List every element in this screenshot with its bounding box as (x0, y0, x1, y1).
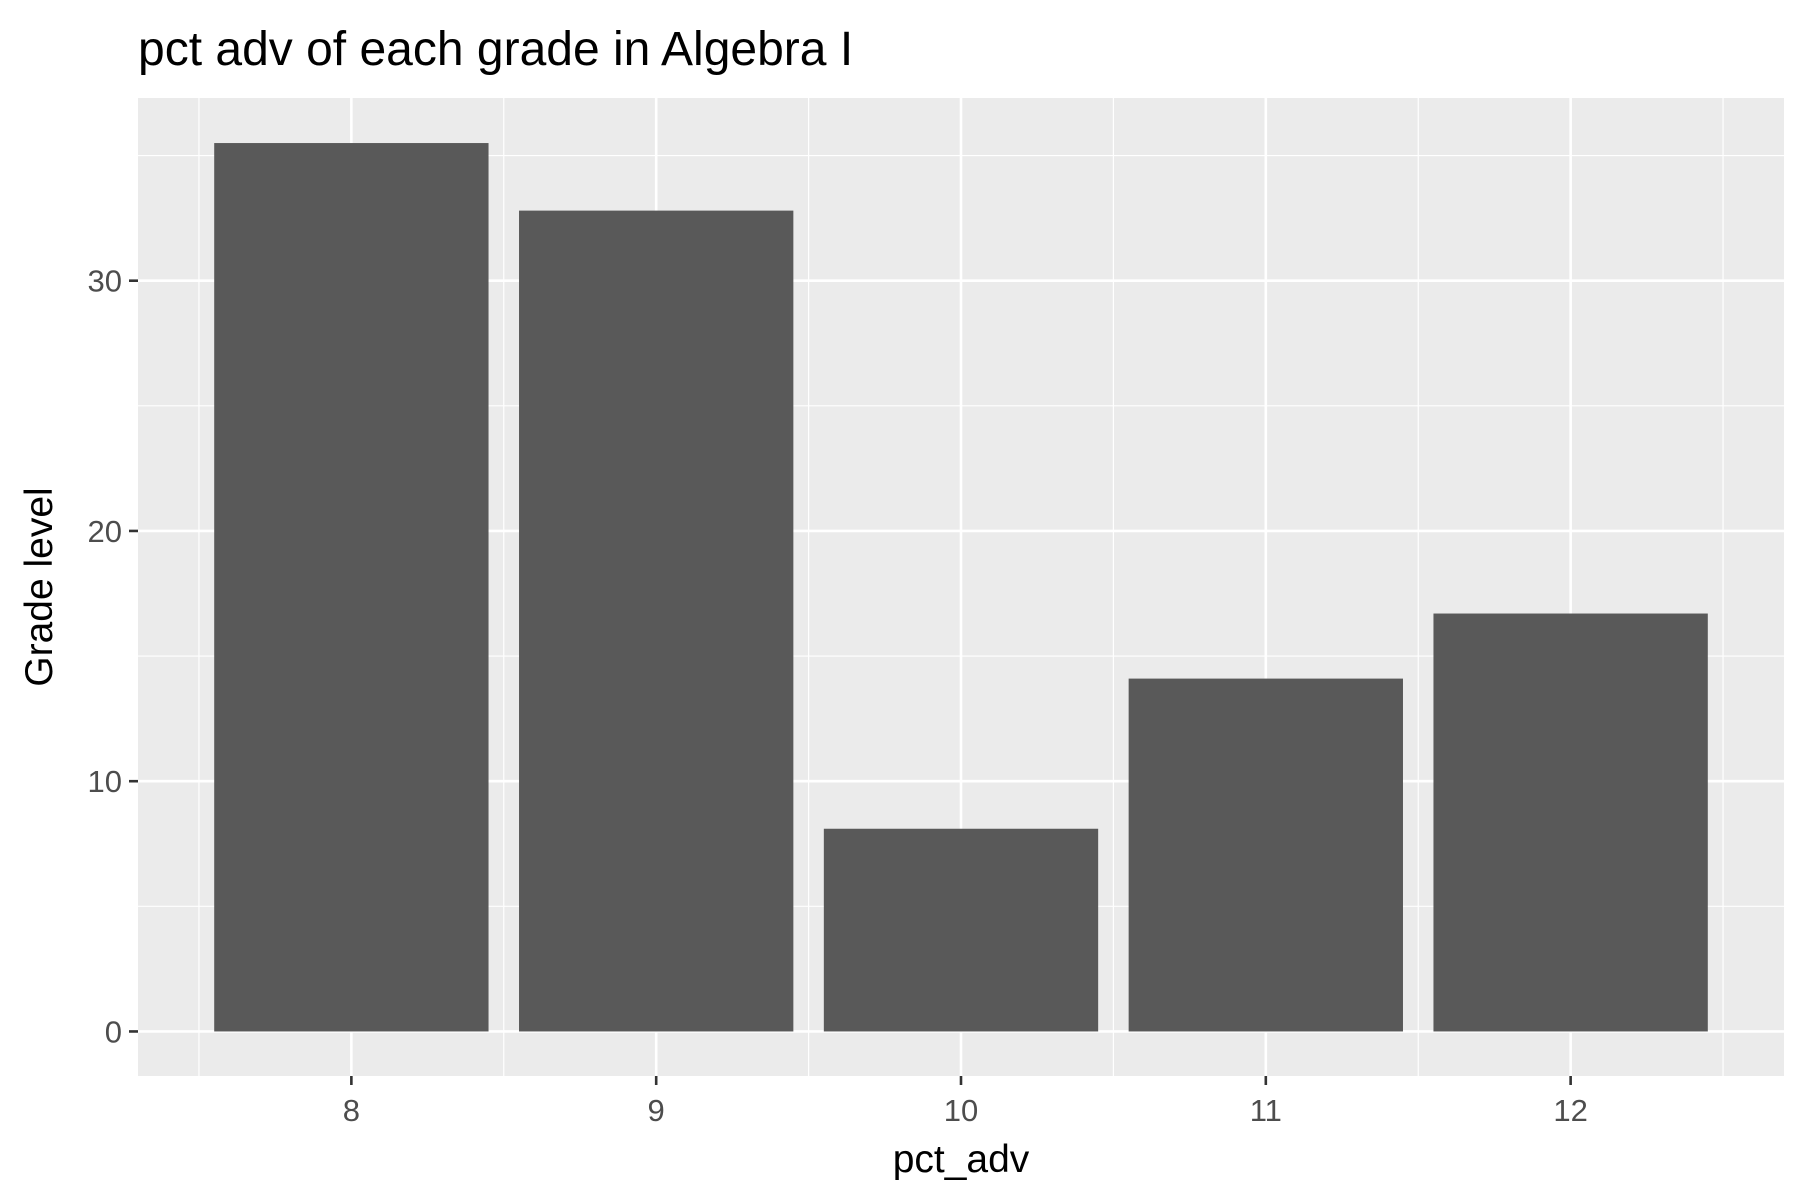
bar-10 (823, 828, 1099, 1032)
y-axis-title: Grade level (18, 487, 61, 686)
chart-title: pct adv of each grade in Algebra I (138, 23, 853, 76)
x-tick-label: 8 (343, 1093, 360, 1128)
x-axis: 8 9 10 11 12 (343, 1076, 1588, 1128)
x-tick-label: 12 (1553, 1093, 1587, 1128)
x-tick-label: 9 (648, 1093, 665, 1128)
y-tick-label: 0 (105, 1014, 122, 1049)
x-tick-label: 11 (1250, 1093, 1282, 1128)
bars (214, 143, 1708, 1032)
bar-12 (1433, 613, 1708, 1032)
x-tick-label: 10 (944, 1093, 978, 1128)
y-axis: 0 10 20 30 (88, 264, 138, 1049)
y-tick-label: 10 (88, 764, 122, 799)
bar-8 (214, 143, 489, 1032)
x-axis-title: pct_adv (893, 1138, 1030, 1181)
bar-9 (519, 210, 794, 1032)
y-tick-label: 20 (88, 514, 122, 549)
y-tick-label: 30 (88, 264, 122, 299)
bar-11 (1128, 678, 1403, 1032)
